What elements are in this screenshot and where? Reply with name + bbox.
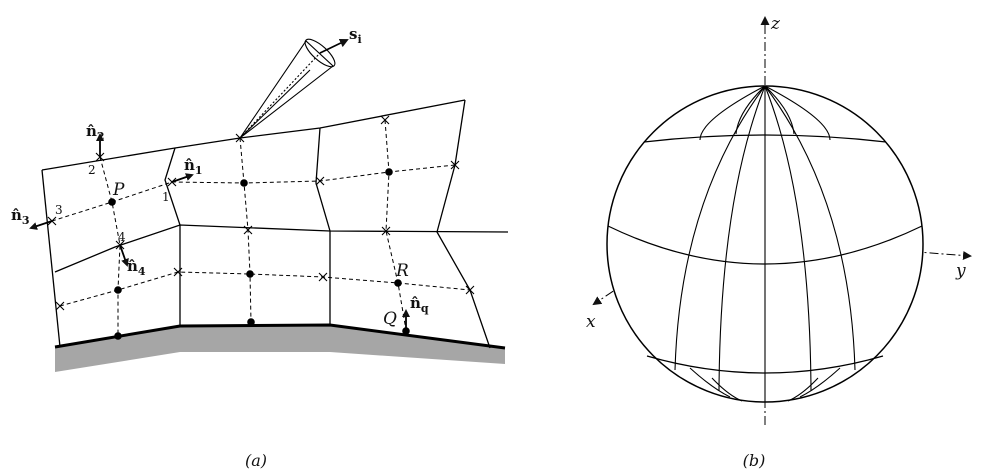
normal-n3-arrow [29, 220, 53, 230]
node-number-1: 1 [162, 190, 170, 204]
direction-cone [239, 38, 349, 139]
point-r-label: R [395, 261, 409, 281]
normal-n4-arrow [119, 244, 129, 267]
cell-edges [41, 99, 509, 349]
face-midpoint-markers [47, 115, 475, 311]
normal-arrows [29, 133, 410, 331]
vector-nq-label: n̂q [410, 294, 429, 315]
node-number-4: 4 [118, 230, 126, 244]
point-p-label: P [112, 180, 125, 200]
panel-a-mesh: si n̂2 n̂1 n̂3 n̂4 n̂q 2 1 3 4 P R Q (a) [11, 25, 509, 470]
node-number-3: 3 [55, 203, 63, 217]
panel-a-caption: (a) [245, 451, 267, 470]
vector-n2-label: n̂2 [86, 122, 105, 143]
node-number-2: 2 [88, 163, 96, 177]
vector-n4-label: n̂4 [127, 257, 146, 278]
vector-n3-label: n̂3 [11, 206, 30, 227]
z-axis-label: z [770, 14, 781, 34]
wall-shading [55, 325, 505, 372]
point-q-label: Q [383, 309, 397, 329]
panel-b-sphere: z y x (b) [586, 14, 972, 470]
normal-n1-arrow [171, 173, 194, 183]
y-axis-label: y [955, 261, 966, 281]
vector-n1-label: n̂1 [184, 156, 203, 177]
panel-b-caption: (b) [743, 451, 766, 470]
cell-center-dots [108, 168, 410, 340]
vector-s-label: si [349, 25, 362, 46]
x-axis-label: x [586, 312, 596, 332]
longitude-lines [674, 85, 856, 402]
